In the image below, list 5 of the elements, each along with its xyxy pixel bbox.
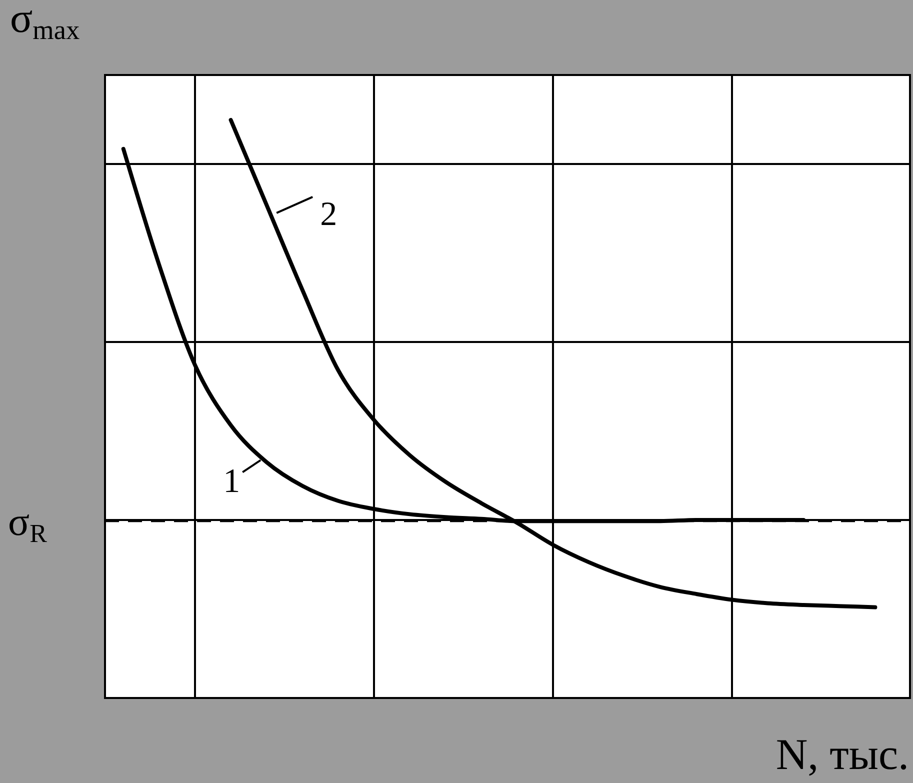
legend-label: 2 [320, 196, 338, 233]
y-axis-title: σ$_{max}$ [10, 0, 80, 45]
ref-line-label: σ$_{R}$ [8, 499, 48, 548]
x-axis-title: N, тыс. [776, 730, 909, 779]
series-label: 1 [223, 463, 240, 500]
